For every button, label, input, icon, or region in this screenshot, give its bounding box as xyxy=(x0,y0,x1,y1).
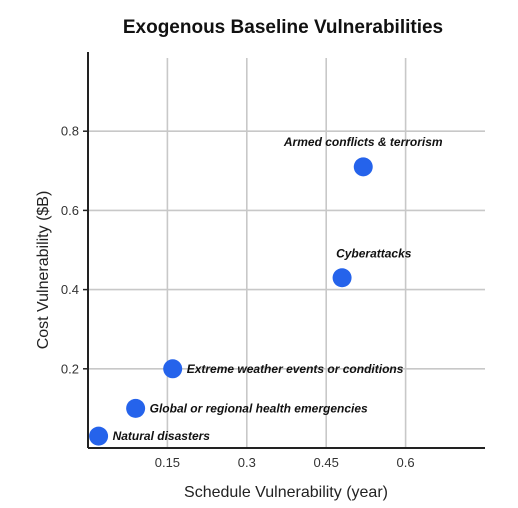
point-labels: Armed conflicts & terrorism Cyberattacks E… xyxy=(113,135,443,443)
y-tick-label: 0.2 xyxy=(61,361,79,376)
point-label: Natural disasters xyxy=(113,429,211,443)
y-tick-label: 0.6 xyxy=(61,203,79,218)
y-tick-label: 0.4 xyxy=(61,282,79,297)
x-tick-label: 0.15 xyxy=(155,455,180,470)
point-label: Extreme weather events or conditions xyxy=(187,362,404,376)
x-tick-label: 0.6 xyxy=(397,455,415,470)
point-label: Cyberattacks xyxy=(336,247,412,261)
point-label: Global or regional health emergencies xyxy=(150,401,368,415)
data-point xyxy=(126,398,146,418)
data-point xyxy=(353,157,373,177)
data-point xyxy=(163,359,183,379)
x-axis-label: Schedule Vulnerability (year) xyxy=(184,484,388,501)
grid-lines xyxy=(88,58,485,448)
data-point xyxy=(89,426,109,446)
x-tick-label: 0.45 xyxy=(314,455,339,470)
x-tick-label: 0.3 xyxy=(238,455,256,470)
chart-title: Exogenous Baseline Vulnerabilities xyxy=(123,17,443,38)
data-points xyxy=(89,157,373,446)
data-point xyxy=(332,268,352,288)
tick-labels: 0.15 0.3 0.45 0.6 0.2 0.4 0.6 0.8 xyxy=(61,124,415,470)
y-tick-label: 0.8 xyxy=(61,124,79,139)
axes xyxy=(87,52,485,449)
y-axis-label: Cost Vulnerability ($B) xyxy=(35,191,52,350)
point-label: Armed conflicts & terrorism xyxy=(283,135,443,149)
